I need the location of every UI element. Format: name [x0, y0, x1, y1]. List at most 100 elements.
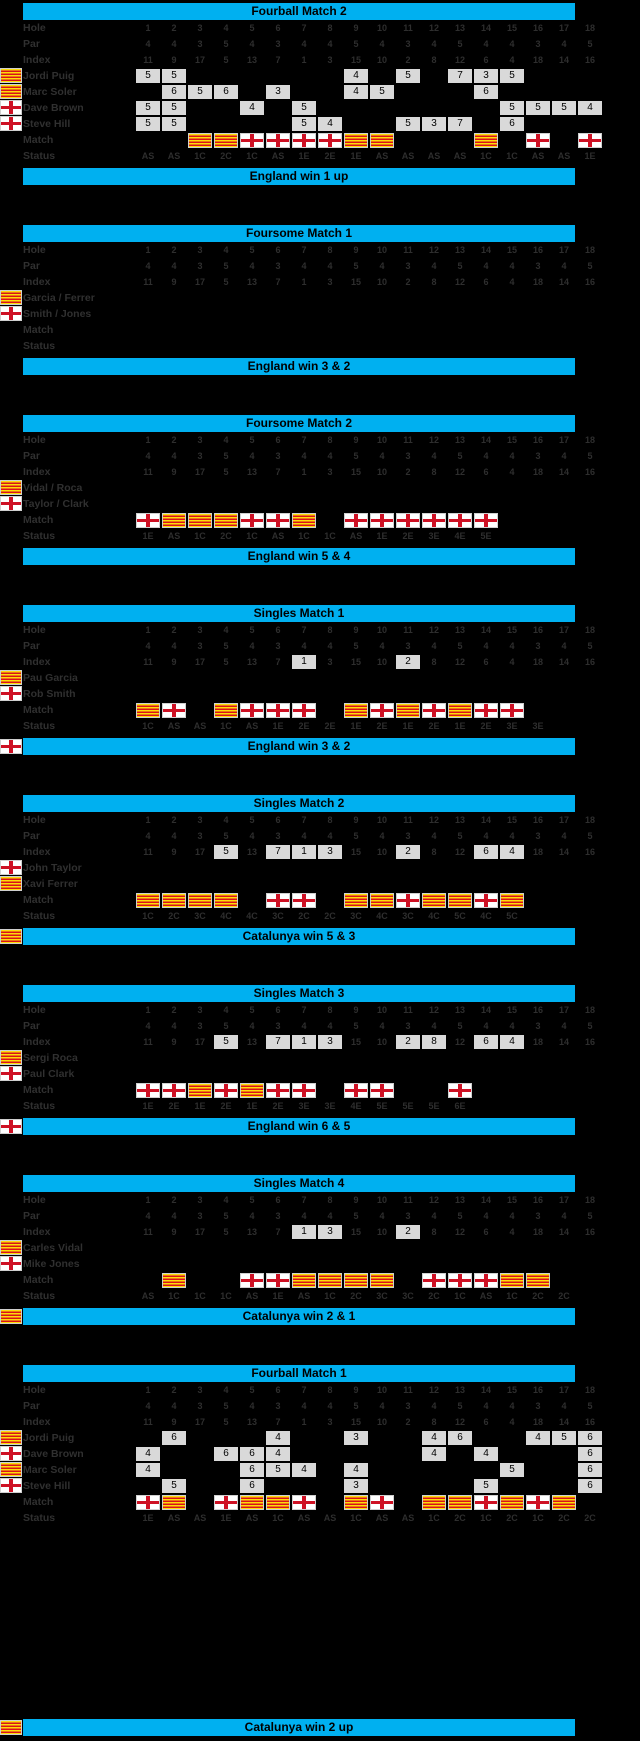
par-value: 3	[535, 1211, 541, 1221]
par-value: 4	[509, 39, 515, 49]
grid-cell	[187, 670, 213, 686]
score-cell: 3	[266, 85, 290, 99]
stroke-index: 17	[194, 847, 205, 857]
grid-cell	[265, 670, 291, 686]
grid-cell: 4	[421, 258, 447, 274]
grid-cell: 5	[577, 828, 603, 844]
grid-cell: 13	[239, 1224, 265, 1240]
grid-cell	[317, 1256, 343, 1272]
grid-cell	[499, 1256, 525, 1272]
grid-cell: 4	[473, 1398, 499, 1414]
grid-cell: 4	[291, 1462, 317, 1478]
hole-status: 2C	[454, 1513, 466, 1523]
score-cell: 5	[474, 1479, 498, 1493]
row-label: Xavi Ferrer	[0, 876, 135, 892]
grid-cell	[187, 1272, 213, 1288]
par-value: 4	[301, 1211, 307, 1221]
hole-number: 7	[301, 1195, 307, 1205]
grid-cell	[239, 860, 265, 876]
grid-cell: 15	[343, 1224, 369, 1240]
grid-cell	[291, 1446, 317, 1462]
grid-cell: 3	[317, 654, 343, 670]
grid-cell	[447, 100, 473, 116]
grid-cell: 5	[161, 68, 187, 84]
catalunya-flag-icon	[501, 893, 523, 907]
grid-cell	[395, 1050, 421, 1066]
grid-cell: 11	[135, 52, 161, 68]
grid-cell	[603, 670, 629, 686]
hole-number: 13	[454, 245, 465, 255]
par-value: 5	[457, 261, 463, 271]
grid-cell: 4	[551, 1208, 577, 1224]
grid-cell	[317, 1050, 343, 1066]
grid-cell: 14	[473, 1192, 499, 1208]
catalunya-flag-icon	[1, 291, 21, 304]
catalunya-flag-icon	[1, 85, 21, 98]
grid-cell	[343, 306, 369, 322]
grid-cell: 17	[551, 812, 577, 828]
par-row: Par 4 4 3 5 4 3 4 4 5 4 3 4 5 4 4 3 4 5	[0, 638, 640, 654]
grid-cell: 12	[447, 1414, 473, 1430]
grid-cell: 4	[239, 100, 265, 116]
stroke-index: 18	[532, 1417, 543, 1427]
grid-cell: 17	[187, 52, 213, 68]
row-label: Status	[0, 908, 135, 924]
grid-cell: 3	[473, 68, 499, 84]
stroke-index: 14	[558, 847, 569, 857]
hole-status: AS	[401, 151, 415, 161]
match-result-bar: England win 6 & 5	[23, 1118, 575, 1135]
grid-cell: 14	[551, 1224, 577, 1240]
grid-cell: 11	[135, 464, 161, 480]
grid-cell: 10	[369, 432, 395, 448]
hole-number: 18	[584, 1195, 595, 1205]
grid-cell: 4	[161, 258, 187, 274]
grid-cell	[421, 1050, 447, 1066]
grid-cell	[239, 116, 265, 132]
hole-number: 4	[223, 1005, 229, 1015]
england-flag-icon	[371, 513, 393, 527]
grid-cell	[577, 718, 603, 734]
row-label-text: Status	[23, 1512, 56, 1524]
grid-cell: 6	[473, 1224, 499, 1240]
grid-cell	[499, 290, 525, 306]
grid-cell: 8	[421, 1034, 447, 1050]
hole-number: 18	[584, 1385, 595, 1395]
grid-cell	[187, 1240, 213, 1256]
grid-cell: 4	[369, 258, 395, 274]
catalunya-flag-icon	[293, 513, 315, 527]
grid-cell: 4	[317, 116, 343, 132]
grid-cell: 4	[239, 1208, 265, 1224]
grid-cell	[473, 290, 499, 306]
grid-cell: 4	[473, 638, 499, 654]
grid-cell: 2E	[161, 1098, 187, 1114]
par-value: 4	[379, 831, 385, 841]
player-row: Pau Garcia	[0, 670, 640, 686]
match-result-bar: England win 1 up	[23, 168, 575, 185]
grid-cell: 4	[135, 448, 161, 464]
catalunya-flag-icon	[345, 1273, 367, 1287]
england-flag-icon	[1, 497, 21, 510]
grid-cell: 9	[161, 844, 187, 860]
stroke-index: 14	[558, 277, 569, 287]
grid-cell: 7	[447, 68, 473, 84]
score-cell: 3	[344, 1431, 368, 1445]
stroke-index: 2	[405, 1417, 411, 1427]
hole-status: 1C	[532, 1513, 544, 1523]
catalunya-flag-icon	[319, 1273, 341, 1287]
grid-cell	[473, 1098, 499, 1114]
grid-cell: 4	[499, 36, 525, 52]
par-value: 4	[379, 39, 385, 49]
grid-cell	[447, 338, 473, 354]
hole-number: 10	[376, 245, 387, 255]
grid-cell: 2	[161, 1002, 187, 1018]
grid-cell: 3	[265, 84, 291, 100]
grid-cell	[369, 68, 395, 84]
england-flag-icon	[1, 307, 21, 320]
hole-number: 18	[584, 1005, 595, 1015]
grid-cell: 3	[525, 1398, 551, 1414]
grid-cell: 3C	[343, 908, 369, 924]
stroke-index: 10	[376, 657, 387, 667]
stroke-index: 17	[194, 55, 205, 65]
grid-cell	[369, 1082, 395, 1098]
grid-cell: 4	[473, 448, 499, 464]
